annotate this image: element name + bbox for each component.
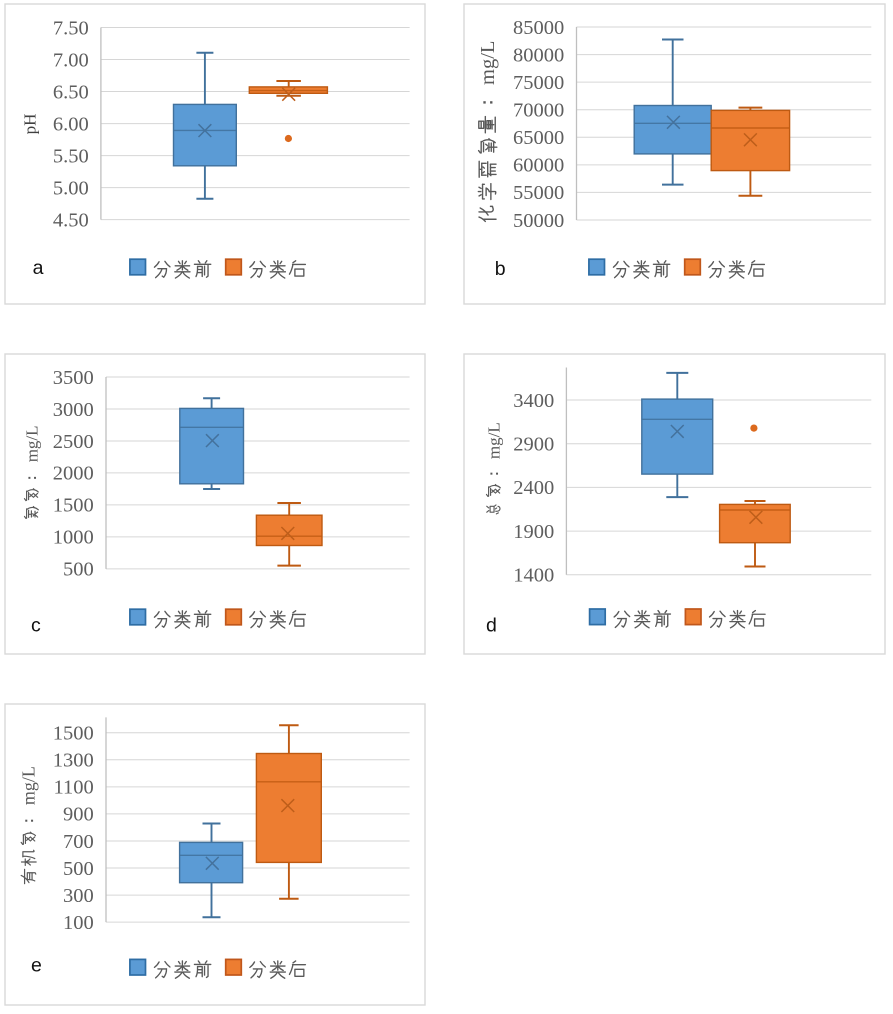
svg-text:c: c: [31, 614, 41, 636]
svg-text:2400: 2400: [513, 477, 554, 499]
svg-text:55000: 55000: [513, 182, 564, 204]
svg-text:1500: 1500: [53, 723, 94, 745]
svg-text:7.00: 7.00: [53, 49, 89, 71]
svg-text:5.00: 5.00: [53, 177, 89, 199]
svg-text:4.50: 4.50: [53, 209, 89, 231]
svg-text:6.00: 6.00: [53, 113, 89, 135]
svg-text:3500: 3500: [53, 367, 94, 389]
svg-text:e: e: [31, 955, 42, 977]
svg-text:500: 500: [63, 559, 94, 581]
svg-text:b: b: [495, 258, 506, 280]
svg-text:70000: 70000: [513, 100, 564, 122]
svg-text:d: d: [486, 614, 497, 636]
svg-text:100: 100: [63, 912, 94, 934]
svg-text:7.50: 7.50: [53, 17, 89, 39]
svg-text:mg/L: mg/L: [19, 766, 39, 805]
svg-text:3400: 3400: [513, 390, 554, 412]
svg-text:mg/L: mg/L: [22, 425, 41, 462]
svg-text:1000: 1000: [53, 527, 94, 549]
svg-text:60000: 60000: [513, 155, 564, 177]
svg-text:pH: pH: [20, 114, 39, 135]
svg-text:mg/L: mg/L: [484, 422, 503, 459]
svg-text:6.50: 6.50: [53, 81, 89, 103]
svg-text:900: 900: [63, 804, 94, 826]
svg-text:1100: 1100: [54, 777, 94, 799]
svg-text:2900: 2900: [513, 434, 554, 456]
svg-text:1900: 1900: [513, 521, 554, 543]
svg-text:a: a: [33, 257, 44, 279]
svg-text:1300: 1300: [53, 750, 94, 772]
svg-text:50000: 50000: [513, 210, 564, 232]
svg-text:85000: 85000: [513, 17, 564, 39]
svg-text:2500: 2500: [53, 431, 94, 453]
svg-text:65000: 65000: [513, 127, 564, 149]
svg-text:3000: 3000: [53, 399, 94, 421]
svg-text:80000: 80000: [513, 44, 564, 66]
svg-text:2000: 2000: [53, 463, 94, 485]
svg-text:700: 700: [63, 831, 94, 853]
svg-text:75000: 75000: [513, 72, 564, 94]
svg-text:1500: 1500: [53, 495, 94, 517]
svg-text:1400: 1400: [513, 565, 554, 587]
svg-text:300: 300: [63, 885, 94, 907]
svg-text:500: 500: [63, 858, 94, 880]
svg-text:mg/L: mg/L: [477, 41, 499, 85]
svg-text:5.50: 5.50: [53, 145, 89, 167]
